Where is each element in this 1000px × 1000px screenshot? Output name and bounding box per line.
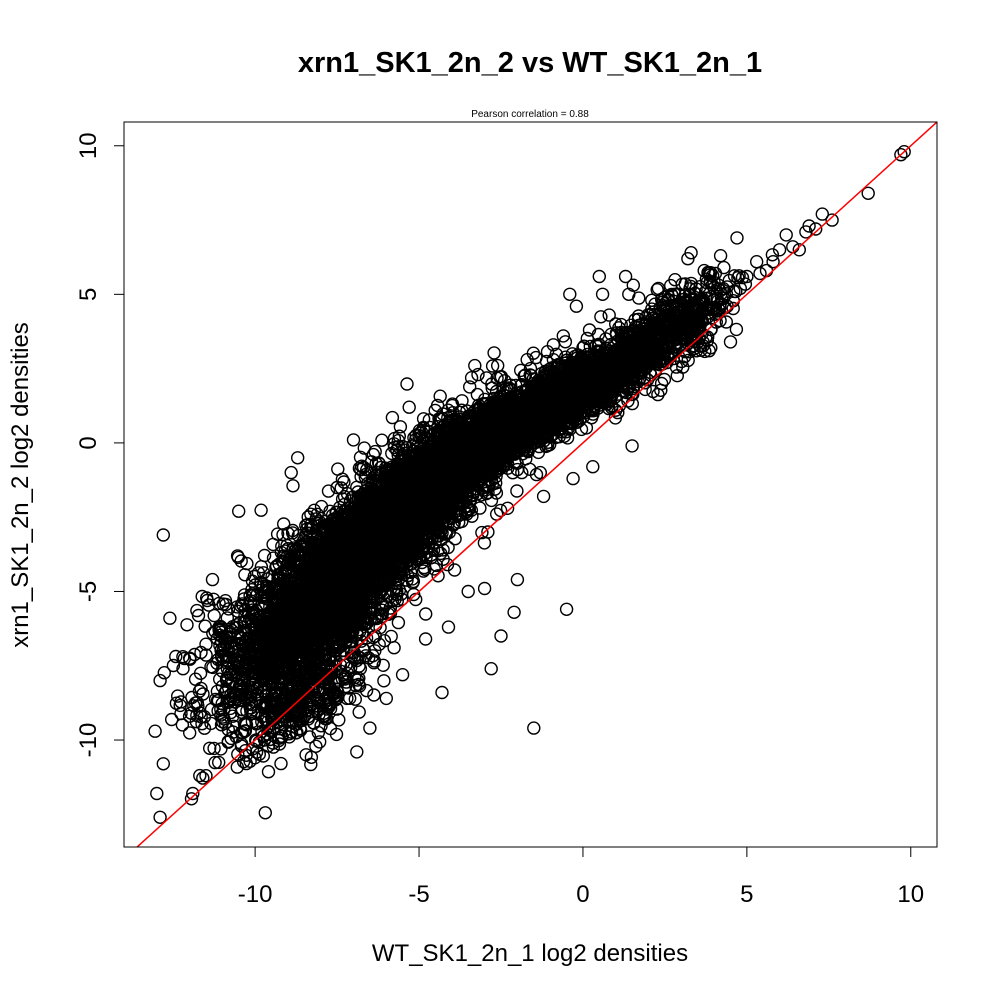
data-point	[493, 503, 508, 518]
x-axis-label: WT_SK1_2n_1 log2 densities	[372, 940, 688, 967]
data-point	[431, 569, 445, 583]
data-point	[400, 377, 414, 391]
data-point	[424, 551, 438, 565]
data-point	[379, 597, 393, 611]
data-point	[356, 460, 371, 474]
data-point	[416, 412, 431, 426]
data-point	[314, 499, 329, 514]
data-point	[431, 544, 445, 558]
data-point	[353, 450, 368, 464]
data-point	[325, 508, 340, 522]
data-point	[447, 563, 462, 577]
data-point	[258, 806, 272, 820]
data-point	[196, 771, 210, 785]
data-point	[452, 515, 466, 529]
data-point	[331, 462, 345, 476]
data-point	[340, 551, 354, 566]
data-point	[376, 600, 391, 615]
data-point	[510, 484, 524, 498]
data-point	[375, 433, 389, 447]
data-point	[368, 444, 382, 459]
data-point	[184, 792, 199, 806]
data-point	[385, 410, 400, 425]
data-point	[368, 518, 382, 532]
data-point	[391, 615, 406, 630]
data-point	[355, 459, 369, 473]
data-points	[148, 144, 911, 824]
data-point	[384, 629, 398, 644]
data-point	[340, 487, 355, 501]
data-point	[329, 505, 343, 519]
chart-title: xrn1_SK1_2n_2 vs WT_SK1_2n_1	[298, 47, 762, 79]
data-point	[357, 441, 371, 455]
data-point	[148, 724, 162, 738]
data-point	[313, 536, 327, 550]
data-point	[475, 525, 489, 540]
data-point	[208, 755, 222, 770]
data-point	[310, 507, 324, 521]
data-point	[393, 420, 408, 434]
data-point	[321, 484, 336, 498]
data-point	[193, 768, 207, 783]
data-point	[487, 346, 501, 360]
chart-subtitle: Pearson correlation = 0.88	[471, 109, 589, 120]
data-point	[436, 543, 450, 557]
data-point	[392, 429, 406, 443]
data-point	[463, 380, 477, 394]
data-point	[312, 522, 326, 536]
data-point	[394, 587, 408, 601]
data-point	[485, 359, 500, 373]
y-axis-label: xrn1_SK1_2n_2 log2 densities	[7, 322, 34, 648]
data-point	[277, 517, 291, 531]
data-point	[406, 576, 420, 590]
data-point	[433, 389, 447, 403]
data-point	[419, 607, 433, 621]
